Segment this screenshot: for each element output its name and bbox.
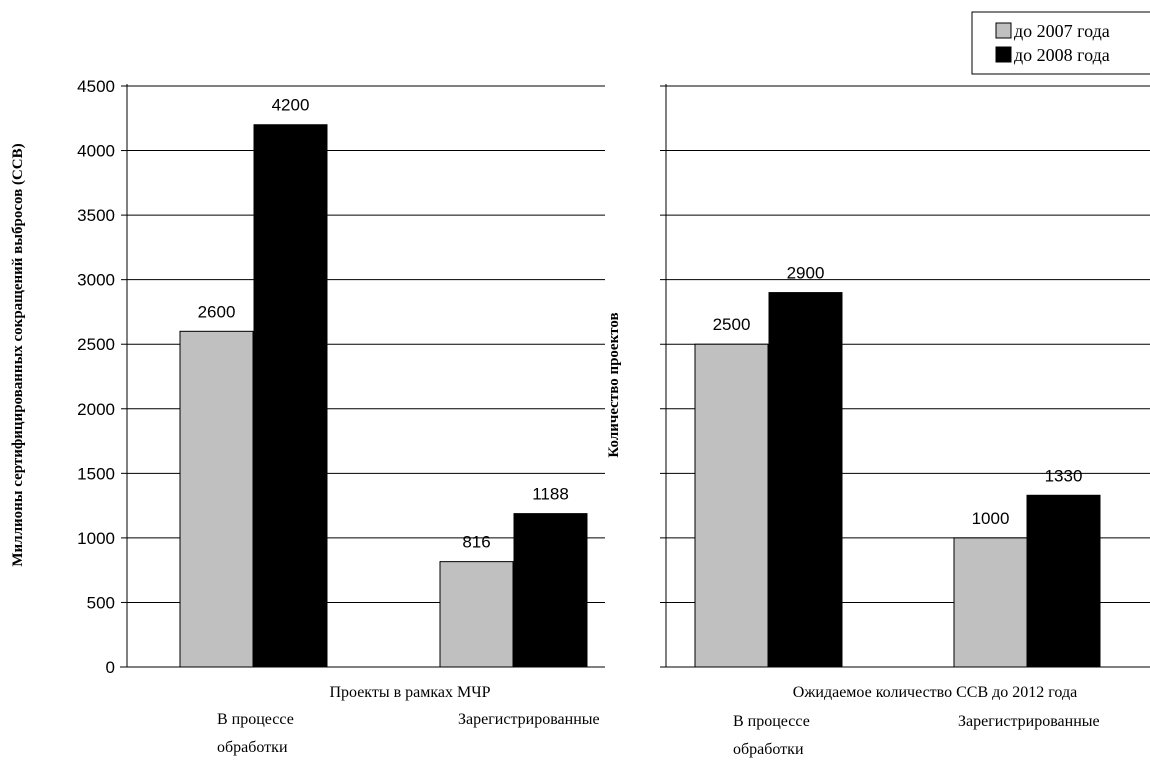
y-tick-label: 4000: [77, 142, 115, 161]
bar: [953, 537, 1028, 668]
legend-label-2008: до 2008 года: [1014, 45, 1110, 65]
data-label: 2500: [713, 315, 751, 334]
bar: [179, 330, 254, 668]
category-label: Зарегистрированные: [958, 713, 1100, 730]
y-tick-label: 2500: [77, 335, 115, 354]
bar: [439, 561, 514, 668]
y-tick-label: 0: [106, 658, 115, 677]
y-axis-title: Миллионы сертифицированных сокращений вы…: [10, 143, 26, 566]
data-label: 1188: [532, 485, 569, 504]
y-tick-label: 4500: [77, 77, 115, 96]
y-axis-title: Количество проектов: [606, 312, 622, 457]
data-label: 1330: [1045, 466, 1083, 485]
legend-swatch-2007: [995, 22, 1012, 39]
left-panel: 0 500 1000 1500 2000 2500 3000 3500 4000 4500 2600…: [10, 77, 605, 756]
category-label: обработки: [217, 739, 288, 756]
category-label: В процессе: [217, 711, 294, 728]
bar: [253, 124, 328, 668]
y-tick-label: 3500: [77, 206, 115, 225]
y-tick-label: 1500: [77, 464, 115, 483]
y-tick-label: 2000: [77, 400, 115, 419]
data-label: 816: [462, 533, 490, 552]
right-panel: 2500 1000 2900 1330 Ожидаемое количество ССВ…: [606, 84, 1150, 758]
data-label: 2900: [787, 264, 825, 283]
bar: [513, 513, 588, 668]
data-label: 1000: [972, 509, 1010, 528]
bar: [1026, 494, 1101, 668]
bar: [768, 292, 843, 668]
y-tick-label: 3000: [77, 271, 115, 290]
legend-box: [971, 11, 1150, 75]
legend-swatch-2008: [995, 46, 1012, 63]
x-axis-title: Проекты в рамках МЧР: [329, 684, 490, 701]
legend-label-2007: до 2007 года: [1014, 21, 1110, 41]
y-tick-label: 500: [87, 593, 115, 612]
data-label: 2600: [198, 302, 236, 321]
x-axis-title: Ожидаемое количество ССВ до 2012 года: [793, 684, 1077, 701]
category-label: обработки: [733, 741, 804, 758]
y-tick-label: 1000: [77, 529, 115, 548]
category-label: Зарегистрированные: [458, 711, 600, 728]
bar: [694, 343, 769, 668]
data-label: 4200: [272, 96, 310, 115]
category-label: В процессе: [733, 713, 810, 730]
legend: до 2007 года до 2008 года: [971, 11, 1150, 75]
